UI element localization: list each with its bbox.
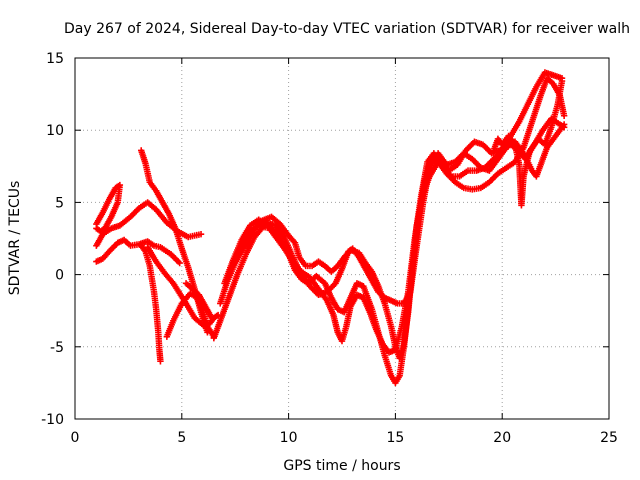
y-tick-label: 0	[55, 268, 64, 284]
y-axis-label: SDTVAR / TECUs	[7, 181, 23, 296]
y-tick-label: 10	[46, 123, 64, 139]
series-7	[163, 290, 218, 340]
data-point	[157, 358, 164, 365]
series-8	[182, 280, 215, 322]
x-tick-label: 25	[600, 430, 618, 446]
series-6	[144, 243, 222, 329]
y-tick-label: 15	[46, 51, 64, 67]
series-1	[93, 181, 124, 235]
plot-frame	[74, 57, 610, 420]
x-tick-label: 5	[177, 430, 186, 446]
y-tick-label: -10	[41, 412, 64, 428]
y-tick-label: -5	[50, 340, 64, 356]
x-tick-label: 20	[493, 430, 511, 446]
data-point	[558, 77, 566, 85]
series-2	[93, 199, 205, 249]
data-point	[93, 225, 100, 232]
grid-lines	[75, 58, 609, 419]
data-point	[560, 121, 568, 128]
data-point	[176, 259, 183, 267]
axis-ticks: 0 5 10 15 20 25 -10 -5 0 5 10 15	[41, 51, 618, 446]
data-points	[93, 69, 568, 387]
data-point	[560, 112, 568, 119]
chart-title: Day 267 of 2024, Sidereal Day-to-day VTE…	[64, 21, 630, 37]
series-13	[490, 77, 566, 209]
data-point	[208, 314, 215, 322]
series-11	[221, 69, 566, 356]
x-axis-label: GPS time / hours	[283, 458, 400, 474]
x-tick-label: 0	[71, 430, 80, 446]
x-tick-label: 15	[386, 430, 404, 446]
data-point	[197, 230, 205, 238]
series-12	[229, 121, 568, 307]
series-10	[210, 75, 568, 387]
x-tick-label: 10	[280, 430, 298, 446]
series-5	[138, 242, 164, 365]
series-3	[93, 236, 183, 267]
y-tick-label: 5	[55, 195, 64, 211]
